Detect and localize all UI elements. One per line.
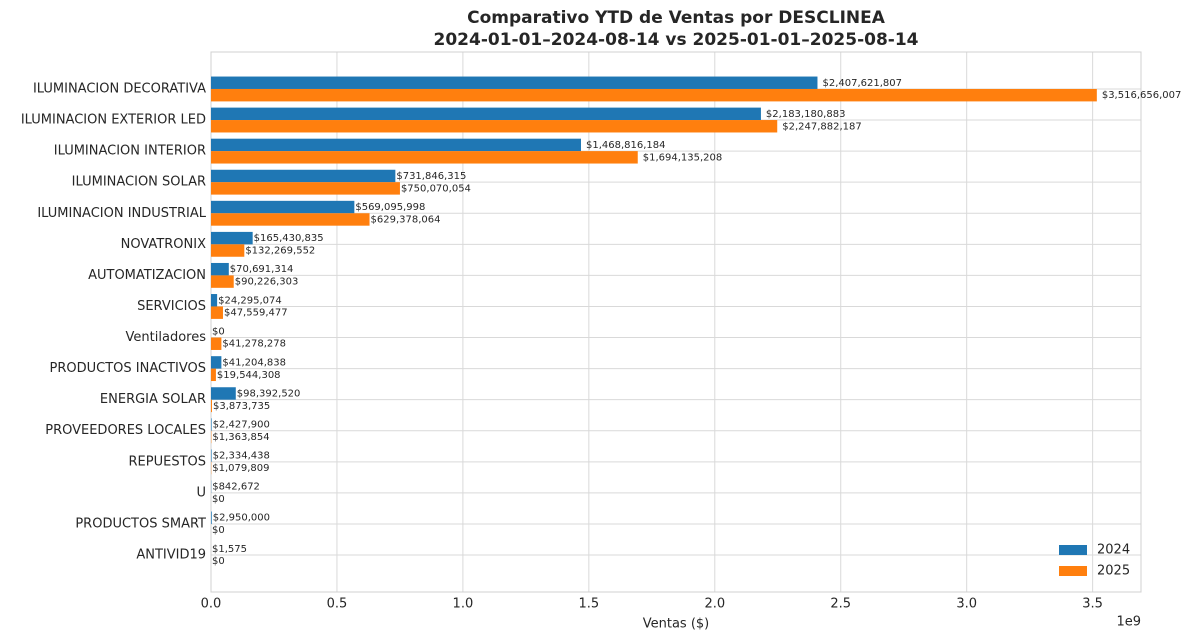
chart-subtitle: 2024-01-01–2024-08-14 vs 2025-01-01–2025… [434,30,919,50]
bar [211,169,396,183]
bar [211,200,355,214]
bar [211,182,400,195]
x-tick-label: 0.0 [201,597,222,612]
y-tick-label: PRODUCTOS INACTIVOS [50,361,207,376]
value-label: $41,278,278 [222,339,286,350]
x-axis-label: Ventas ($) [643,617,710,632]
value-label: $569,095,998 [355,202,425,213]
value-label: $19,544,308 [217,370,281,381]
y-tick-label: ILUMINACION DECORATIVA [33,81,206,96]
y-tick-label: AUTOMATIZACION [88,268,206,283]
x-tick-label: 3.0 [956,597,977,612]
y-tick-label: ENERGIA SOLAR [100,392,206,407]
y-tick-label: Ventiladores [126,330,207,345]
plot-frame [210,51,1142,593]
bar [211,306,223,319]
value-label: $1,363,854 [212,432,269,443]
bar [211,151,638,164]
x-offset-label: 1e9 [1116,615,1141,630]
value-label: $2,407,621,807 [822,78,902,89]
value-label: $1,468,816,184 [586,140,666,151]
y-tick-label: ILUMINACION INDUSTRIAL [37,206,206,221]
value-label: $842,672 [212,482,260,493]
value-label: $0 [212,525,225,536]
value-label: $90,226,303 [235,277,299,288]
value-label: $1,575 [212,544,247,555]
value-label: $1,079,809 [212,463,269,474]
value-label: $47,559,477 [224,308,288,319]
bar [211,213,370,226]
x-tick-label: 3.5 [1082,597,1103,612]
bar [211,356,222,369]
y-tick-label: ANTIVID19 [136,548,206,563]
bar [211,138,581,152]
value-label: $2,183,180,883 [766,109,846,120]
bar [211,294,218,307]
value-label: $132,269,552 [245,246,315,257]
bar [211,107,761,121]
y-tick-label: ILUMINACION SOLAR [72,175,206,190]
value-label: $41,204,838 [222,357,286,368]
y-tick-label: SERVICIOS [137,299,206,314]
chart-title: Comparativo YTD de Ventas por DESCLINEA [467,8,886,28]
value-label: $3,516,656,007 [1102,90,1182,101]
value-label: $98,392,520 [237,388,301,399]
legend-label: 2025 [1097,564,1130,579]
bar [211,368,216,382]
y-tick-label: ILUMINACION EXTERIOR LED [21,113,206,128]
x-tick-label: 2.0 [704,597,725,612]
value-label: $0 [212,326,225,337]
value-label: $70,691,314 [230,264,294,275]
legend-swatch [1059,545,1087,555]
y-tick-label: REPUESTOS [129,454,207,469]
value-label: $24,295,074 [218,295,282,306]
value-label: $2,334,438 [213,451,270,462]
value-label: $2,427,900 [213,420,270,431]
bar [211,76,818,89]
value-label: $2,247,882,187 [782,121,862,132]
x-tick-label: 2.5 [830,597,851,612]
y-tick-label: PRODUCTOS SMART [75,516,206,531]
legend-label: 2024 [1097,543,1130,558]
x-tick-label: 1.5 [579,597,600,612]
legend-swatch [1059,566,1087,576]
bar [211,399,212,413]
bar [211,511,212,524]
x-tick-label: 1.0 [453,597,474,612]
value-label: $2,950,000 [213,513,270,524]
x-tick-label: 0.5 [327,597,348,612]
bar [211,231,253,245]
bar [211,262,229,276]
value-label: $165,430,835 [254,233,324,244]
bar [211,387,236,400]
value-label: $0 [212,556,225,567]
value-label: $1,694,135,208 [643,152,723,163]
y-tick-label: U [196,485,206,500]
bar [211,337,222,350]
bar [211,418,212,431]
bar [211,244,245,257]
y-tick-label: NOVATRONIX [121,237,206,252]
bar [211,275,234,288]
y-tick-label: PROVEEDORES LOCALES [45,423,206,438]
value-label: $3,873,735 [213,401,270,412]
value-label: $629,378,064 [371,214,441,225]
bar [211,88,1097,102]
bar [211,120,778,133]
bar [211,449,212,462]
value-label: $750,070,054 [401,183,471,194]
value-label: $731,846,315 [396,171,466,182]
y-tick-label: ILUMINACION INTERIOR [54,144,206,159]
value-label: $0 [212,494,225,505]
